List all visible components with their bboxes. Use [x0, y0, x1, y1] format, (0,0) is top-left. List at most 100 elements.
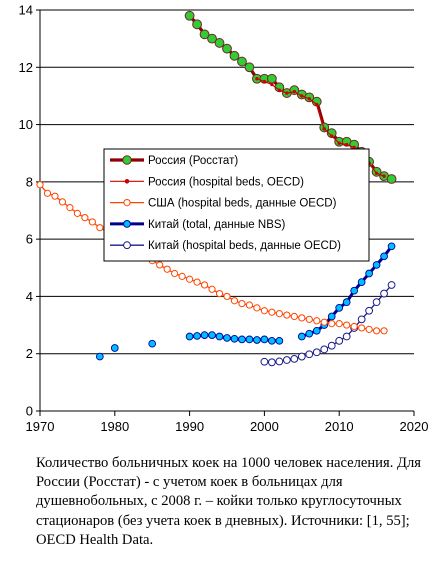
usa-oecd-point	[51, 192, 59, 200]
usa-oecd-point	[81, 214, 89, 222]
china-nbs-point	[200, 331, 209, 339]
russia-oecd-point	[262, 79, 267, 84]
russia-rosstat-point	[192, 19, 202, 30]
china-oecd-point	[312, 348, 321, 357]
china-nbs-point	[380, 252, 388, 261]
y-tick-label-4: 8	[26, 174, 33, 189]
usa-oecd-point	[156, 261, 164, 269]
russia-oecd-point	[322, 127, 326, 131]
china-oecd-point	[357, 315, 366, 324]
x-tick-label-1: 1980	[100, 419, 129, 434]
usa-oecd-point	[171, 269, 179, 278]
legend-box	[103, 148, 370, 262]
china-nbs-point	[253, 336, 261, 344]
russia-oecd-point	[285, 91, 289, 95]
y-tick-label-0: 0	[26, 404, 33, 419]
usa-oecd-point	[290, 312, 298, 321]
china-nbs-point	[387, 242, 396, 251]
china-nbs-point	[335, 304, 344, 312]
china-oecd-point	[335, 336, 344, 345]
china-nbs-point	[357, 278, 366, 286]
russia-oecd-point	[330, 134, 334, 138]
russia-rosstat-point	[244, 62, 255, 73]
china-oecd-point	[267, 358, 276, 367]
china-oecd-point	[320, 345, 329, 354]
usa-oecd-point	[66, 204, 74, 212]
usa-oecd-point	[343, 321, 351, 329]
legend-marker-2	[123, 199, 131, 207]
china-nbs-point	[230, 334, 239, 343]
usa-oecd-point	[200, 281, 209, 289]
usa-oecd-point	[186, 275, 194, 283]
figure-caption: Количество больничных коек на 1000 челов…	[36, 455, 421, 548]
y-tick-label-2: 4	[26, 289, 33, 304]
usa-oecd-point	[328, 320, 336, 328]
china-oecd-point	[342, 332, 351, 341]
china-oecd-point	[297, 352, 306, 361]
usa-oecd-point	[58, 198, 67, 206]
usa-oecd-point	[358, 324, 366, 332]
china-nbs-point	[193, 332, 201, 340]
russia-oecd-point	[307, 97, 311, 101]
usa-oecd-point	[223, 292, 231, 301]
series-lines	[36, 10, 397, 367]
china-oecd-point	[327, 341, 336, 350]
russia-oecd-point	[344, 142, 349, 147]
china-nbs-point	[275, 336, 284, 345]
usa-oecd-point	[193, 278, 201, 286]
russia-oecd-point	[374, 171, 379, 175]
russia-rosstat-point	[199, 29, 210, 40]
y-tick-label-7: 14	[19, 3, 33, 18]
usa-oecd-point	[320, 318, 328, 326]
china-nbs-point	[185, 332, 194, 341]
x-tick-label-2: 1990	[175, 419, 204, 434]
usa-oecd-point	[96, 224, 104, 232]
usa-oecd-point	[208, 285, 216, 293]
china-nbs-point	[297, 332, 306, 341]
russia-rosstat-point	[222, 43, 232, 54]
russia-oecd-point	[337, 141, 341, 145]
china-nbs-point	[372, 261, 381, 269]
legend-marker-0	[122, 155, 132, 165]
china-nbs-point	[223, 334, 231, 342]
usa-oecd-point	[298, 314, 306, 322]
russia-oecd-point	[315, 102, 319, 107]
china-nbs-point	[350, 286, 359, 295]
legend-label-0: Россия (Росстат)	[148, 155, 238, 167]
usa-oecd-point	[283, 311, 291, 319]
russia-rosstat-point	[386, 174, 397, 184]
usa-oecd-point	[178, 272, 186, 280]
china-oecd-point	[387, 281, 396, 289]
legend-label-4: Китай (hospital beds, данные OECD)	[148, 240, 341, 252]
x-tick-label-4: 2010	[325, 419, 354, 434]
china-nbs-point	[268, 336, 276, 345]
legend-marker-3	[123, 220, 131, 228]
china-nbs-point	[208, 331, 216, 339]
usa-oecd-point	[230, 297, 239, 305]
usa-oecd-point	[305, 315, 313, 323]
china-nbs-point	[95, 352, 104, 361]
china-oecd-point	[275, 357, 284, 366]
china-nbs-point	[245, 335, 254, 344]
china-nbs-point	[342, 298, 351, 307]
china-nbs-point	[238, 335, 246, 344]
china-oecd-point	[282, 356, 291, 364]
russia-rosstat-point	[207, 33, 217, 44]
usa-oecd-point	[380, 327, 388, 335]
usa-oecd-point	[88, 218, 96, 226]
legend-marker-1	[124, 179, 130, 184]
x-tick-label-5: 2020	[400, 419, 429, 434]
hospital-beds-chart: 0 2 4 6 8 10 12 14 1970 1980 1990 2000 2010 2020 Росс…	[19, 3, 429, 435]
y-tick-label-1: 2	[26, 346, 33, 361]
russia-oecd-point	[382, 174, 386, 178]
russia-rosstat-point	[214, 38, 225, 48]
usa-oecd-point	[313, 317, 321, 325]
china-oecd-point	[365, 306, 374, 315]
china-oecd-point	[305, 350, 314, 359]
china-nbs-point	[327, 312, 336, 321]
russia-rosstat-point	[266, 73, 277, 84]
russia-rosstat-point	[237, 56, 247, 67]
usa-oecd-point	[268, 308, 276, 316]
russia-oecd-point	[255, 77, 259, 81]
china-oecd-point	[380, 289, 388, 298]
